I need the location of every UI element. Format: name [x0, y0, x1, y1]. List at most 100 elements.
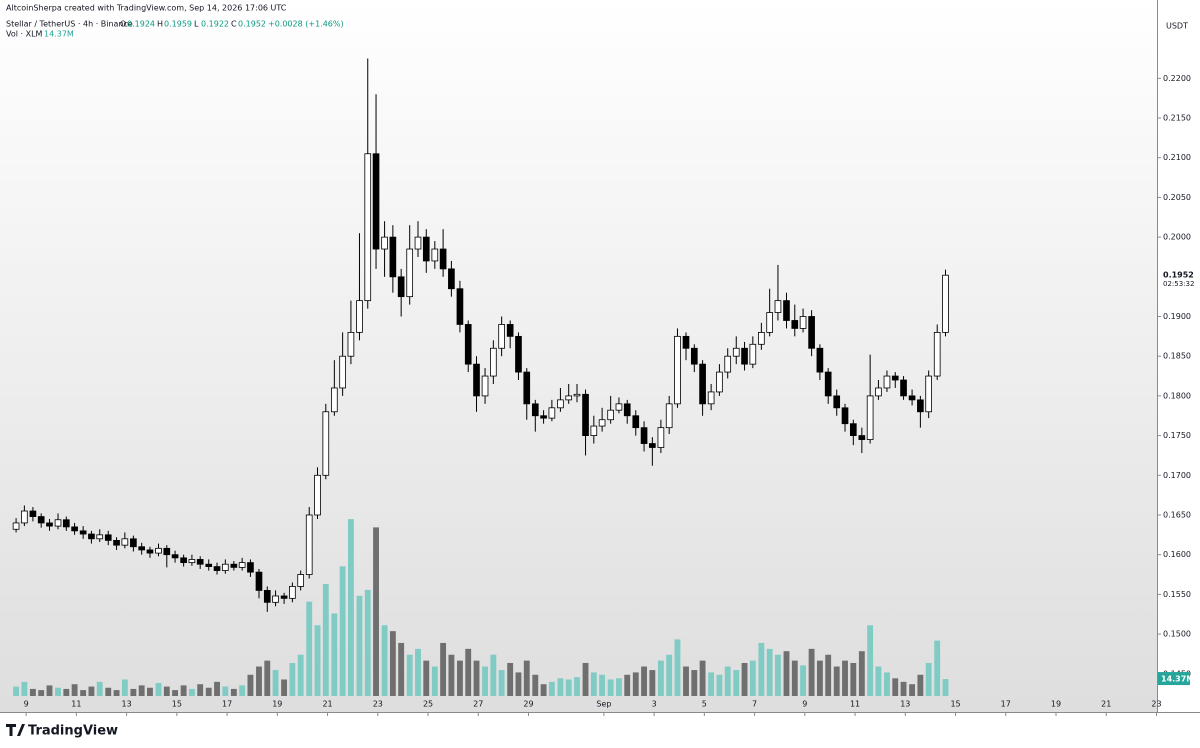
y-tick-label: 0.2000	[1163, 233, 1191, 242]
volume-bar	[398, 642, 405, 696]
volume-bar	[934, 640, 941, 696]
candle-body	[690, 347, 698, 365]
volume-bar	[180, 685, 187, 696]
candle-body	[29, 510, 37, 517]
x-tick-label: 21	[322, 700, 332, 709]
candle-body	[515, 335, 522, 373]
candle-body	[314, 474, 321, 516]
x-tick-label: 17	[1001, 700, 1011, 709]
candle-body	[289, 586, 296, 599]
candle-body	[414, 236, 422, 250]
volume-bar	[473, 660, 480, 696]
candle-body	[665, 403, 673, 429]
candle-body	[397, 276, 405, 298]
candle-body	[171, 554, 179, 559]
y-tick-label: 0.1700	[1163, 471, 1191, 480]
volume-bar	[590, 672, 597, 696]
volume-bar	[900, 681, 907, 696]
y-tick-label: 0.2050	[1163, 193, 1191, 202]
candle-body	[196, 559, 204, 565]
x-tick-label: 23	[373, 700, 383, 709]
x-tick-label: 15	[172, 700, 182, 709]
ohlc-change: +0.0028 (+1.46%)	[268, 20, 344, 29]
candle-body	[163, 547, 171, 556]
volume-bar	[775, 654, 781, 696]
volume-bar	[532, 674, 539, 696]
currency: USDT	[1166, 22, 1188, 31]
candle-body	[263, 590, 271, 603]
candle-body	[322, 411, 330, 476]
volume-bar	[657, 660, 664, 696]
candle-body	[46, 522, 53, 527]
volume-bar	[791, 660, 798, 696]
volume-bar	[322, 583, 329, 696]
x-tick-label: 11	[850, 700, 860, 709]
volume-bar	[105, 687, 112, 696]
ohlc-value: 0.1952	[238, 20, 266, 29]
volume-bar	[457, 660, 463, 696]
candle-body	[598, 419, 606, 427]
x-tick-label: 13	[122, 700, 132, 709]
last-price: 0.1952	[1163, 271, 1194, 280]
candle-body	[799, 316, 807, 329]
candle-body	[875, 387, 882, 397]
volume-bar	[800, 665, 806, 696]
candle-body	[565, 395, 573, 401]
volume-bar	[498, 670, 505, 696]
candle-body	[88, 533, 95, 540]
volume-bar	[188, 688, 195, 696]
candle-body	[79, 530, 87, 535]
volume-bar	[741, 662, 748, 696]
candle-body	[146, 549, 154, 554]
volume-bar	[423, 660, 430, 696]
volume-bar	[71, 684, 78, 696]
last-price-badge	[1158, 269, 1200, 290]
x-tick-label: 21	[1101, 700, 1111, 709]
candle-body	[657, 427, 665, 448]
candle-body	[238, 562, 246, 568]
volume-bar	[314, 625, 321, 696]
y-tick-label: 0.1750	[1163, 431, 1191, 440]
volume-bar	[808, 648, 815, 696]
volume-bar	[197, 684, 204, 696]
candle-body	[758, 331, 765, 345]
candle-body	[682, 335, 690, 349]
volume-bar	[214, 681, 220, 696]
y-tick-label: 0.1600	[1163, 550, 1191, 559]
volume-bar	[306, 601, 313, 696]
countdown: 02:53:32	[1163, 280, 1194, 288]
candle-body	[205, 563, 213, 567]
candle-body	[331, 387, 338, 413]
volume-bar	[649, 670, 656, 696]
volume-bar	[21, 681, 28, 696]
volume-bar	[13, 686, 20, 696]
candle-body	[540, 415, 547, 419]
candle-body	[891, 375, 899, 381]
volume-bar	[230, 688, 237, 696]
volume-bar	[155, 683, 162, 696]
volume-value: 14.37M	[44, 30, 74, 39]
volume-bar	[172, 690, 179, 696]
volume-bar	[616, 678, 622, 696]
x-tick-label: 23	[1151, 700, 1161, 709]
x-tick-label: 13	[900, 700, 910, 709]
candle-body	[833, 395, 841, 409]
volume-bar	[205, 687, 212, 696]
candle-body	[774, 300, 782, 313]
volume-bar	[708, 672, 715, 696]
candle-body	[632, 415, 640, 429]
volume-bar	[674, 639, 681, 696]
volume-bar	[515, 672, 522, 696]
volume-bar	[766, 648, 773, 696]
x-tick-label: 15	[950, 700, 960, 709]
candle-body	[372, 153, 380, 250]
candle-body	[448, 268, 455, 290]
volume-bar	[716, 674, 723, 696]
volume-bar	[281, 679, 288, 696]
candle-body	[707, 391, 715, 405]
candle-body	[12, 522, 20, 530]
x-tick-label: 9	[802, 700, 807, 709]
volume-bar	[683, 666, 689, 696]
volume-bar	[222, 686, 229, 696]
volume-bar	[733, 670, 740, 696]
